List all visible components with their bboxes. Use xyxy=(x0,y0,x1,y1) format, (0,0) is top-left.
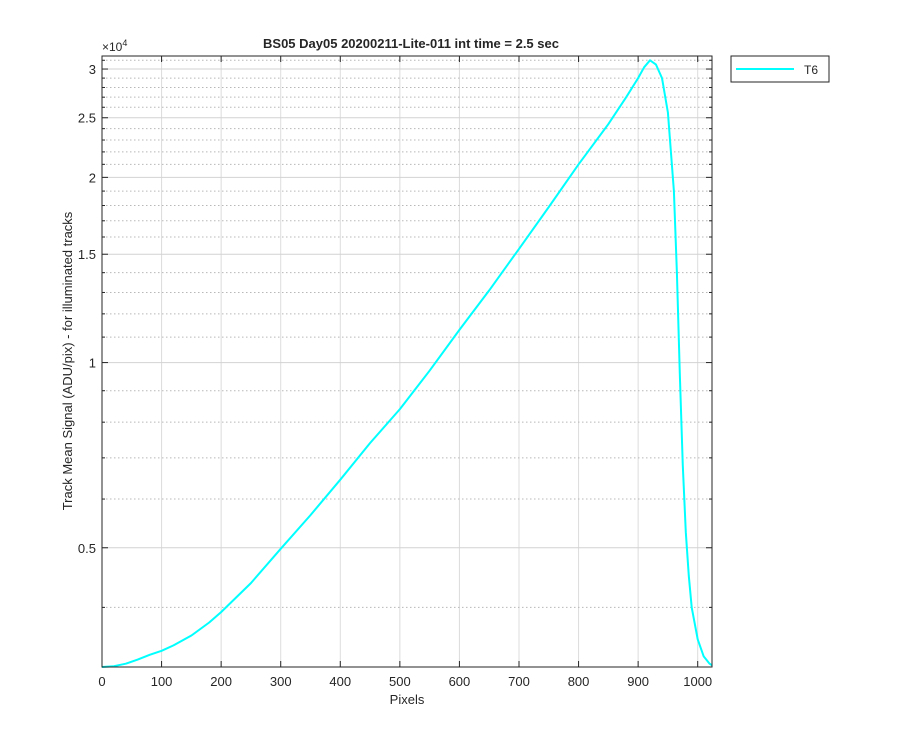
y-tick-label: 2.5 xyxy=(78,111,96,126)
x-tick-label: 300 xyxy=(270,674,292,689)
tick-labels: 0 100 200 300 400 500 600 700 800 900 1000 0.5 1 1.5 2… xyxy=(78,62,712,689)
x-tick-label: 200 xyxy=(210,674,232,689)
y-exponent-power: 4 xyxy=(122,38,127,48)
x-tick-label: 900 xyxy=(627,674,649,689)
y-tick-label: 1 xyxy=(89,356,96,371)
y-tick-label: 3 xyxy=(89,62,96,77)
y-tick-label: 1.5 xyxy=(78,247,96,262)
x-tick-label: 800 xyxy=(568,674,590,689)
y-axis-label: Track Mean Signal (ADU/pix) - for illumi… xyxy=(60,211,75,510)
x-tick-label: 700 xyxy=(508,674,530,689)
series-layer xyxy=(101,59,713,668)
grid-lines xyxy=(101,56,712,667)
y-tick-label: 2 xyxy=(89,170,96,185)
x-tick-label: 0 xyxy=(98,674,105,689)
axes-box xyxy=(101,55,713,668)
chart-title: BS05 Day05 20200211-Lite-011 int time = … xyxy=(263,36,559,51)
y-tick-label: 0.5 xyxy=(78,541,96,556)
x-tick-label: 500 xyxy=(389,674,411,689)
x-tick-label: 600 xyxy=(449,674,471,689)
series-line-t6 xyxy=(101,59,713,668)
y-exponent-base: ×10 xyxy=(102,40,123,54)
svg-text:×104: ×104 xyxy=(102,38,127,54)
y-exponent-label: ×104 xyxy=(102,38,127,54)
x-tick-label: 400 xyxy=(329,674,351,689)
x-tick-label: 100 xyxy=(151,674,173,689)
x-axis-label: Pixels xyxy=(390,692,425,707)
legend-series-label-t6: T6 xyxy=(804,63,818,77)
legend[interactable]: T6 xyxy=(730,55,830,83)
axes-frame xyxy=(101,55,713,668)
x-tick-label: 1000 xyxy=(683,674,712,689)
